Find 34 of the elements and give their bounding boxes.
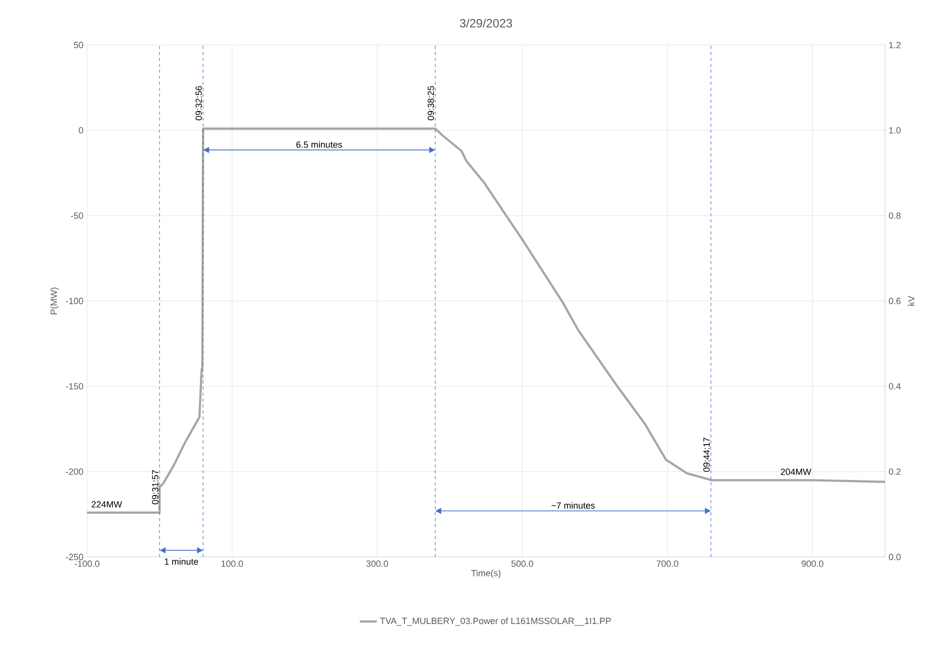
text: 1 minute xyxy=(164,558,198,565)
y-tick-label: -100 xyxy=(66,298,84,304)
annotation: ~7 minutes xyxy=(551,502,595,509)
x-tick-label: -100.0 xyxy=(74,560,100,567)
chart-title: 3/29/2023 xyxy=(460,18,512,28)
legend-label: TVA_T_MULBERY_03.Power of L161MSSOLAR__1I1.PP xyxy=(380,617,611,626)
annotation: 6.5 minutes xyxy=(296,141,342,148)
y2-tick-label: 0.0 xyxy=(888,554,901,560)
y-axis-title: P(MW) xyxy=(50,288,59,314)
annotation: 224MW xyxy=(92,501,122,508)
annotation: 09:32:56 xyxy=(196,86,202,120)
annotation: 09:44:17 xyxy=(703,438,710,472)
y2-axis-title: kV xyxy=(908,296,914,306)
y2-tick-label: 1.2 xyxy=(889,42,901,48)
y-tick-label: 50 xyxy=(74,42,84,48)
x-tick-label: 300.0 xyxy=(366,560,388,567)
y-tick-label: -150 xyxy=(66,383,84,390)
x-tick-label: 700.0 xyxy=(656,560,678,567)
annotation: 09:38:25 xyxy=(428,86,434,120)
y2-tick-label: 0.4 xyxy=(888,383,901,390)
x-tick-label: 900.0 xyxy=(802,560,824,567)
y2-tick-label: 1.0 xyxy=(889,127,901,134)
y2-tick-label: 0.2 xyxy=(888,468,901,475)
y-tick-label: -200 xyxy=(66,468,84,475)
y-tick-label: -250 xyxy=(66,554,84,560)
y2-tick-label: 0.8 xyxy=(888,212,901,219)
x-axis-title: Time(s) xyxy=(471,570,500,578)
annotation: 09:31:57 xyxy=(152,470,158,504)
y-tick-label: -50 xyxy=(70,212,84,219)
x-tick-label: 100.0 xyxy=(222,560,243,567)
y-tick-label: 0 xyxy=(78,127,84,134)
y2-tick-label: 0.6 xyxy=(888,298,901,304)
annotation: 204MW xyxy=(780,468,812,475)
x-tick-label: 500.0 xyxy=(511,560,534,567)
